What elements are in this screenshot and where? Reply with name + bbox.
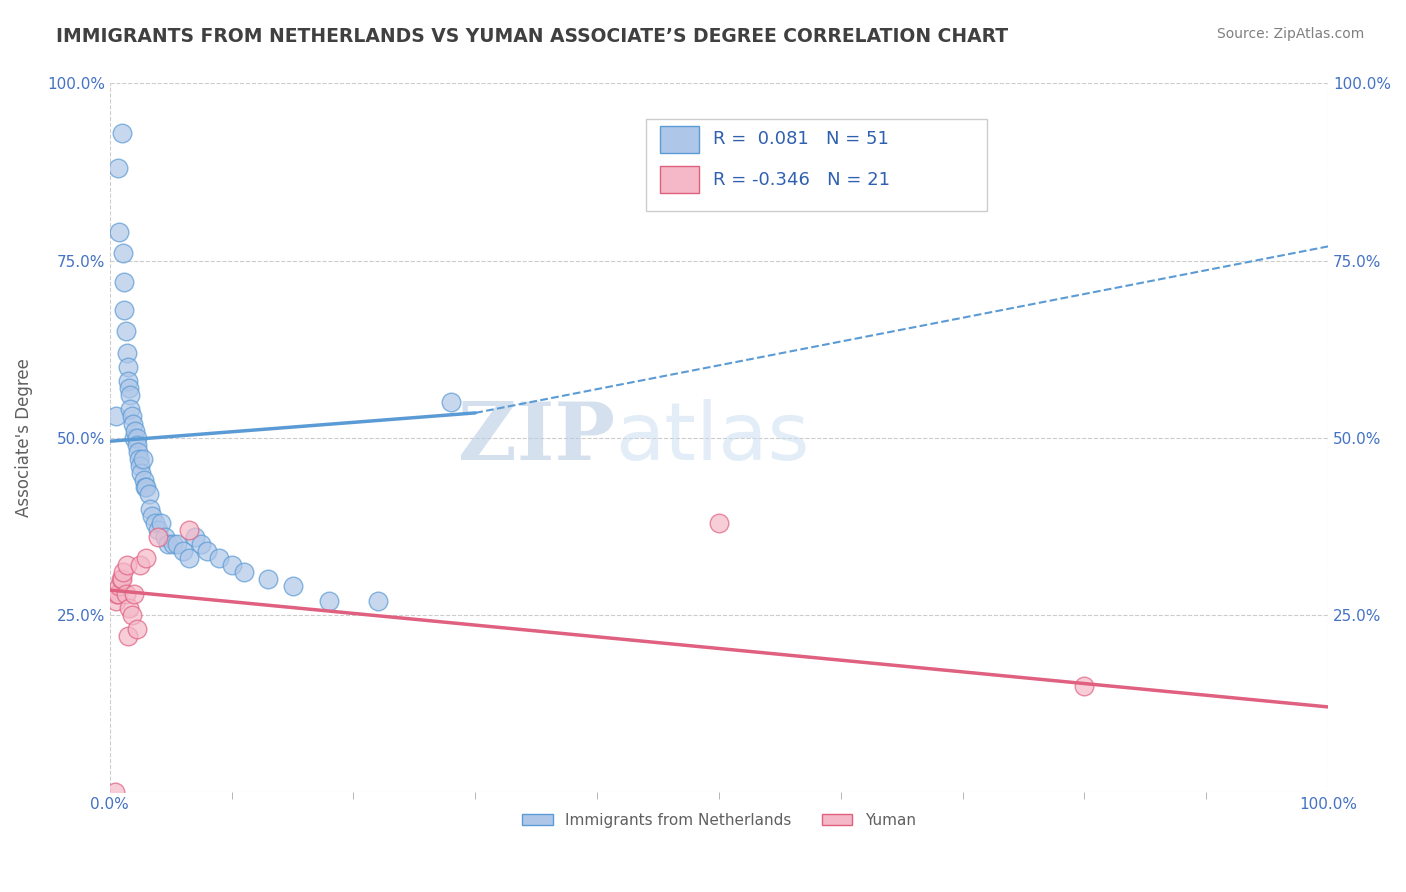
Point [122, 586, 145, 600]
Point [707, 516, 730, 530]
Point [195, 544, 218, 558]
Point [112, 303, 135, 318]
Point [135, 480, 157, 494]
Point [440, 395, 463, 409]
Point [367, 593, 389, 607]
Point [125, 622, 148, 636]
Point [148, 523, 170, 537]
Point [112, 275, 135, 289]
Point [121, 607, 143, 622]
Point [107, 586, 129, 600]
Point [114, 586, 136, 600]
Point [104, 593, 127, 607]
Point [184, 530, 207, 544]
Point [108, 579, 131, 593]
Point [131, 466, 153, 480]
Point [122, 431, 145, 445]
Point [111, 573, 134, 587]
Point [134, 480, 156, 494]
Point [120, 402, 142, 417]
Point [131, 452, 153, 467]
Point [177, 523, 200, 537]
Text: R = -0.346   N = 21: R = -0.346 N = 21 [713, 170, 890, 189]
Point [162, 537, 184, 551]
Point [111, 126, 134, 140]
Point [129, 558, 152, 573]
Point [257, 573, 280, 587]
Point [166, 537, 188, 551]
Point [112, 246, 135, 260]
Point [115, 558, 138, 573]
Point [148, 530, 170, 544]
Point [232, 566, 254, 580]
Point [157, 537, 180, 551]
Text: Source: ZipAtlas.com: Source: ZipAtlas.com [1216, 27, 1364, 41]
Point [112, 566, 135, 580]
Point [208, 551, 231, 566]
Text: atlas: atlas [616, 399, 810, 476]
Point [190, 537, 212, 551]
Point [125, 438, 148, 452]
Point [115, 345, 138, 359]
Point [281, 579, 304, 593]
Point [117, 374, 139, 388]
Text: IMMIGRANTS FROM NETHERLANDS VS YUMAN ASSOCIATE’S DEGREE CORRELATION CHART: IMMIGRANTS FROM NETHERLANDS VS YUMAN ASS… [56, 27, 1008, 45]
Y-axis label: Associate's Degree: Associate's Degree [15, 359, 32, 517]
Point [117, 629, 139, 643]
Point [139, 501, 162, 516]
Point [125, 431, 148, 445]
Point [104, 409, 127, 424]
Point [143, 516, 166, 530]
Point [128, 452, 150, 467]
Point [141, 508, 163, 523]
Point [105, 586, 128, 600]
FancyBboxPatch shape [661, 166, 699, 194]
Point [120, 388, 142, 402]
Point [132, 473, 155, 487]
FancyBboxPatch shape [661, 126, 699, 153]
Point [118, 381, 141, 395]
Point [221, 558, 243, 573]
Point [318, 593, 340, 607]
Point [104, 785, 127, 799]
Point [118, 600, 141, 615]
Text: R =  0.081   N = 51: R = 0.081 N = 51 [713, 130, 889, 148]
Point [177, 551, 200, 566]
FancyBboxPatch shape [645, 119, 987, 211]
Point [138, 487, 160, 501]
Point [149, 516, 172, 530]
Point [107, 161, 129, 176]
Point [124, 424, 146, 438]
Point [121, 409, 143, 424]
Point [172, 544, 194, 558]
Legend: Immigrants from Netherlands, Yuman: Immigrants from Netherlands, Yuman [516, 806, 922, 834]
Point [114, 325, 136, 339]
Point [153, 530, 176, 544]
Point [127, 445, 149, 459]
Point [110, 573, 132, 587]
Point [108, 225, 131, 239]
Point [1073, 679, 1095, 693]
Point [135, 551, 157, 566]
Point [117, 359, 139, 374]
Point [122, 417, 145, 431]
Text: ZIP: ZIP [458, 399, 616, 476]
Point [129, 458, 152, 473]
